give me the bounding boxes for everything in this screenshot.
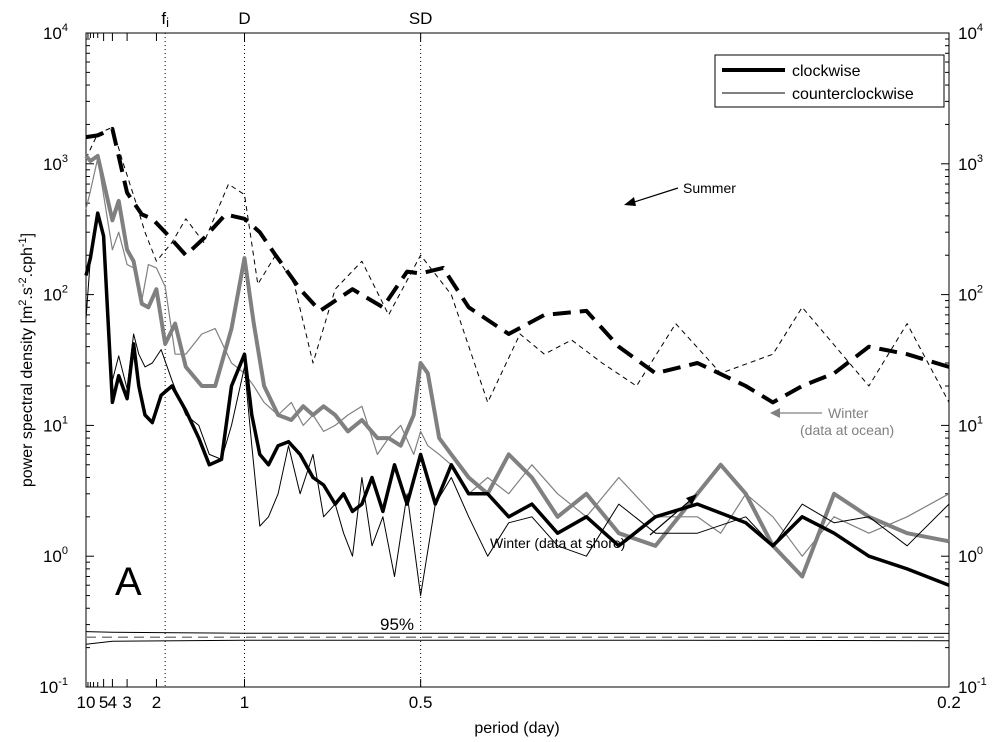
y-tick-base: 10 [958, 416, 977, 435]
y-tick-label-left: 102 [43, 284, 68, 305]
y-title-mid1: .s [19, 287, 36, 299]
y-title-sup2: -2 [17, 277, 29, 287]
y-tick-label-right: 101 [958, 414, 983, 435]
x-axis: 10 5 4 3 2 1 0.5 0.2 [77, 33, 961, 712]
y-tick-exponent: 2 [62, 284, 68, 296]
y-tick-base: 10 [39, 678, 58, 697]
series-layer [86, 127, 949, 595]
annotation-summer-arrow [628, 188, 678, 204]
marker-label-sd: SD [409, 9, 433, 28]
y-tick-base: 10 [43, 155, 62, 174]
legend-label-counterclockwise: counterclockwise [792, 86, 914, 103]
y-tick-base: 10 [958, 678, 977, 697]
y-tick-base: 10 [43, 24, 62, 43]
plot-frame [86, 33, 949, 687]
series-summer-clockwise [86, 129, 949, 403]
legend: clockwise counterclockwise [715, 55, 944, 107]
x-tick-label: 4 [108, 693, 117, 712]
y-title-sup3: -1 [17, 237, 29, 247]
y-tick-label-left: 101 [43, 414, 68, 435]
y-tick-exponent: -1 [977, 676, 987, 688]
annotation-summer-text: Summer [683, 180, 736, 196]
y-tick-exponent: 4 [977, 22, 983, 34]
annotation-summer-arrowhead [624, 197, 636, 206]
y-tick-label-left: 104 [43, 22, 68, 43]
ci-label: 95% [380, 615, 414, 634]
y-title-mid2: .cph [19, 247, 36, 277]
x-tick-label: 2 [152, 693, 161, 712]
y-tick-base: 10 [958, 155, 977, 174]
annotation-summer: Summer [624, 180, 736, 206]
y-tick-exponent: -1 [58, 676, 68, 688]
ci-lower-line [86, 640, 949, 644]
annotation-winter-shore-text: Winter (data at shore) [490, 535, 625, 551]
ci-upper-line [86, 632, 949, 634]
x-axis-title: period (day) [474, 720, 559, 737]
annotation-winter-ocean-line2: (data at ocean) [800, 422, 894, 438]
y-tick-exponent: 0 [62, 545, 68, 557]
annotation-winter-ocean-line1: Winter [828, 405, 869, 421]
y-tick-base: 10 [958, 24, 977, 43]
marker-label-d: D [238, 9, 250, 28]
y-tick-label-right: 103 [958, 153, 983, 174]
vertical-markers: fi D SD [161, 9, 432, 687]
series-winter-data-at-ocean-counterclockwise [86, 158, 949, 556]
x-tick-label: 1 [240, 693, 249, 712]
y-tick-label-right: 100 [958, 545, 983, 566]
marker-label-fi: fi [161, 9, 169, 30]
y-tick-exponent: 3 [977, 153, 983, 165]
y-tick-label-left: 100 [43, 545, 68, 566]
y-tick-exponent: 4 [62, 22, 68, 34]
y-axis-title: power spectral density [m2.s-2.cph-1] [17, 233, 36, 487]
annotation-winter-ocean: Winter (data at ocean) [770, 405, 894, 438]
y-tick-base: 10 [958, 286, 977, 305]
y-tick-exponent: 1 [977, 414, 983, 426]
y-title-main: power spectral density [m [19, 306, 36, 487]
confidence-band [86, 632, 949, 645]
y-tick-base: 10 [43, 416, 62, 435]
y-tick-label-right: 102 [958, 284, 983, 305]
annotation-winter-ocean-arrowhead [770, 408, 780, 418]
marker-label-fi-sub: i [166, 15, 169, 30]
y-tick-label-left: 10-1 [39, 676, 68, 697]
y-title-end: ] [19, 233, 36, 237]
legend-label-clockwise: clockwise [792, 63, 861, 80]
x-tick-label: 3 [122, 693, 131, 712]
y-tick-exponent: 0 [977, 545, 983, 557]
y-tick-exponent: 2 [977, 284, 983, 296]
y-tick-exponent: 3 [62, 153, 68, 165]
y-tick-base: 10 [958, 547, 977, 566]
x-tick-label: 0.5 [409, 693, 433, 712]
y-tick-label-right: 104 [958, 22, 983, 43]
y-tick-label-right: 10-1 [958, 676, 987, 697]
x-tick-label: 10 [77, 693, 96, 712]
series-summer-counterclockwise [86, 127, 949, 402]
panel-label: A [115, 560, 142, 604]
y-tick-exponent: 1 [62, 414, 68, 426]
y-tick-base: 10 [43, 286, 62, 305]
y-tick-base: 10 [43, 547, 62, 566]
y-tick-label-left: 103 [43, 153, 68, 174]
